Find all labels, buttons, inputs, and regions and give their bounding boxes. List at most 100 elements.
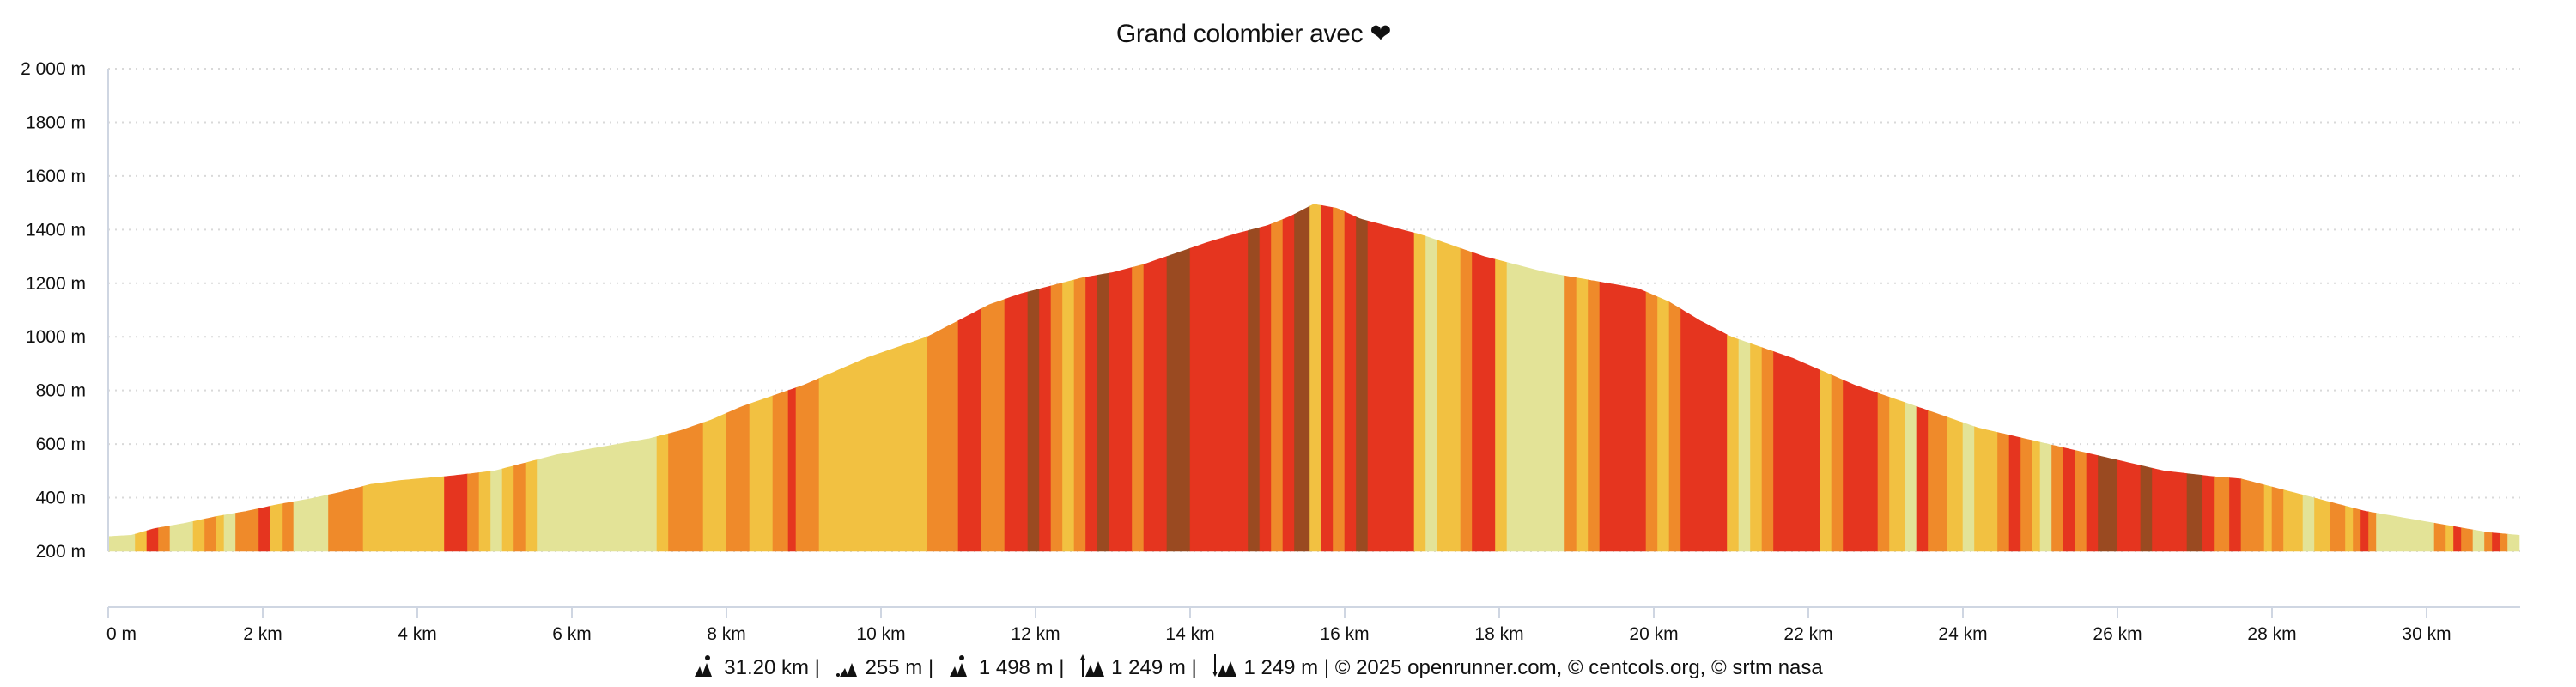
grade-band bbox=[204, 516, 217, 552]
grade-band bbox=[1085, 275, 1098, 552]
grade-band bbox=[1437, 240, 1461, 552]
grade-band bbox=[2283, 489, 2304, 552]
grade-band bbox=[2461, 527, 2474, 552]
grade-band bbox=[1039, 285, 1052, 552]
grade-band bbox=[2345, 505, 2354, 552]
x-tick-label: 24 km bbox=[1938, 624, 1987, 644]
grade-band bbox=[1132, 264, 1145, 552]
max-altitude-value: 1 498 m bbox=[978, 656, 1054, 679]
x-tick-label: 14 km bbox=[1165, 624, 1214, 644]
grade-band bbox=[501, 465, 514, 552]
grade-band bbox=[1309, 204, 1322, 552]
grade-band bbox=[1495, 258, 1508, 552]
grade-band bbox=[490, 468, 503, 552]
grade-band bbox=[2453, 526, 2462, 552]
y-tick-label: 2 000 m bbox=[21, 59, 86, 79]
grade-band bbox=[2507, 533, 2520, 552]
grade-band bbox=[328, 485, 364, 552]
x-tick-label: 12 km bbox=[1011, 624, 1060, 644]
grade-band bbox=[1333, 207, 1346, 552]
separator: | bbox=[1191, 656, 1197, 679]
chart-title: Grand colombier avec ❤ bbox=[1115, 20, 1392, 48]
grade-band bbox=[2186, 473, 2203, 552]
max-altitude-icon bbox=[949, 654, 972, 683]
x-tick-label: 6 km bbox=[552, 624, 592, 644]
grade-band bbox=[1820, 369, 1832, 552]
grade-band bbox=[2039, 441, 2052, 552]
grade-band bbox=[1761, 347, 1774, 552]
grade-band bbox=[1050, 283, 1063, 552]
y-tick-label: 1400 m bbox=[26, 220, 86, 240]
x-tick-label: 2 km bbox=[243, 624, 283, 644]
grade-band bbox=[927, 320, 959, 552]
x-axis-labels: 0 m 2 km 4 km 6 km 8 km 10 km 12 km 14 km 16 km 1… bbox=[106, 607, 2451, 644]
x-tick-label: 8 km bbox=[707, 624, 746, 644]
grade-band bbox=[2086, 453, 2099, 552]
y-tick-label: 600 m bbox=[36, 435, 86, 454]
grade-band bbox=[1109, 267, 1133, 552]
grade-band bbox=[1413, 232, 1426, 552]
grade-band bbox=[2214, 476, 2230, 552]
distance-icon bbox=[695, 654, 717, 683]
grade-band bbox=[1599, 281, 1647, 552]
x-tick-label: 16 km bbox=[1320, 624, 1369, 644]
grade-band bbox=[1259, 223, 1272, 552]
grade-band bbox=[1645, 291, 1658, 552]
y-tick-label: 1000 m bbox=[26, 327, 86, 347]
grade-band bbox=[2302, 495, 2315, 552]
grade-band bbox=[1588, 279, 1601, 552]
grade-band bbox=[2140, 465, 2153, 552]
grade-band bbox=[1460, 247, 1473, 552]
y-tick-label: 1200 m bbox=[26, 274, 86, 294]
x-tick-label: 30 km bbox=[2402, 624, 2451, 644]
grade-band bbox=[146, 527, 159, 552]
grade-band bbox=[1916, 405, 1929, 552]
grade-band bbox=[216, 514, 225, 552]
grade-band bbox=[2368, 511, 2377, 552]
grade-band bbox=[169, 520, 194, 552]
grade-band bbox=[1004, 291, 1029, 552]
grade-band bbox=[1062, 279, 1075, 552]
grade-band bbox=[525, 459, 538, 552]
grade-band bbox=[1962, 422, 1975, 552]
grade-band bbox=[726, 403, 750, 552]
grade-band bbox=[2152, 467, 2188, 552]
elevation-chart[interactable]: 200 m 400 m 600 m 800 m 1000 m 1200 m 1400 m 16… bbox=[0, 0, 2576, 653]
x-tick-label: 20 km bbox=[1629, 624, 1678, 644]
grade-band bbox=[1356, 216, 1369, 552]
grade-band bbox=[702, 412, 727, 552]
y-tick-label: 1600 m bbox=[26, 167, 86, 186]
grade-band bbox=[2492, 532, 2500, 552]
x-tick-label: 22 km bbox=[1783, 624, 1832, 644]
grade-band bbox=[1564, 275, 1577, 552]
grade-band bbox=[1271, 218, 1284, 552]
grade-band bbox=[513, 462, 526, 552]
grade-band bbox=[1027, 289, 1040, 552]
grade-band bbox=[282, 501, 295, 552]
descent-icon bbox=[1212, 654, 1237, 683]
grade-band bbox=[2098, 455, 2118, 552]
grade-band bbox=[1282, 213, 1295, 552]
grade-band bbox=[1097, 272, 1109, 552]
grade-band bbox=[1843, 380, 1879, 552]
grade-band bbox=[1668, 301, 1681, 552]
grade-band bbox=[1750, 343, 1763, 552]
grade-band bbox=[2117, 459, 2142, 552]
grade-band bbox=[1997, 432, 2010, 552]
grade-band bbox=[1889, 397, 1905, 552]
x-tick-label: 10 km bbox=[856, 624, 905, 644]
grade-band bbox=[478, 471, 491, 552]
separator: | bbox=[1323, 656, 1330, 679]
grade-band bbox=[818, 336, 928, 552]
grade-band bbox=[1657, 296, 1670, 552]
grade-band bbox=[749, 395, 774, 552]
grade-band bbox=[1974, 426, 1998, 552]
grade-band bbox=[2314, 497, 2330, 552]
grade-band bbox=[2353, 508, 2361, 552]
grade-band bbox=[668, 422, 704, 552]
min-altitude-value: 255 m bbox=[865, 656, 923, 679]
x-tick-label: 0 m bbox=[106, 624, 137, 644]
grade-band bbox=[2202, 475, 2215, 552]
grade-band bbox=[293, 494, 329, 552]
grade-band bbox=[1877, 392, 1890, 552]
